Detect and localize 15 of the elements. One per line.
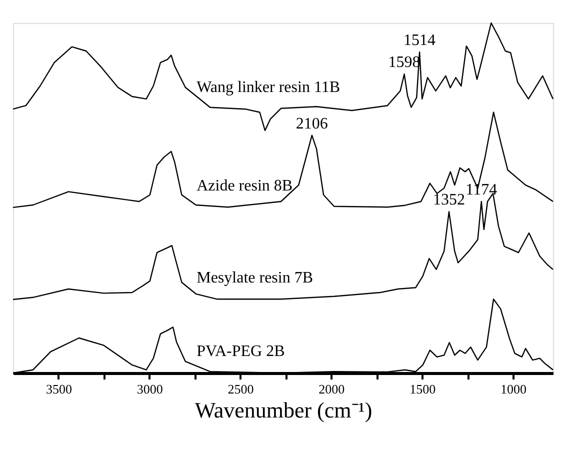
series-label: PVA-PEG 2B xyxy=(196,343,285,360)
x-tick-label: 3500 xyxy=(46,382,72,396)
annotation: 1174 xyxy=(466,182,498,198)
x-tick-label: 3000 xyxy=(136,382,163,396)
x-tick-label: 2000 xyxy=(318,382,345,396)
x-tick-label: 2500 xyxy=(228,382,254,396)
x-tick-label: 1500 xyxy=(410,382,436,396)
x-tick-label: 1000 xyxy=(500,382,526,396)
series-label: Wang linker resin 11B xyxy=(196,79,340,96)
x-axis-title: Wavenumber (cm⁻¹) xyxy=(194,398,372,422)
annotation: 2106 xyxy=(296,115,328,132)
series-label: Azide resin 8B xyxy=(196,177,293,194)
annotation: 1352 xyxy=(433,192,465,209)
annotation: 1514 xyxy=(404,32,436,50)
series-label: Mesylate resin 7B xyxy=(196,270,314,286)
